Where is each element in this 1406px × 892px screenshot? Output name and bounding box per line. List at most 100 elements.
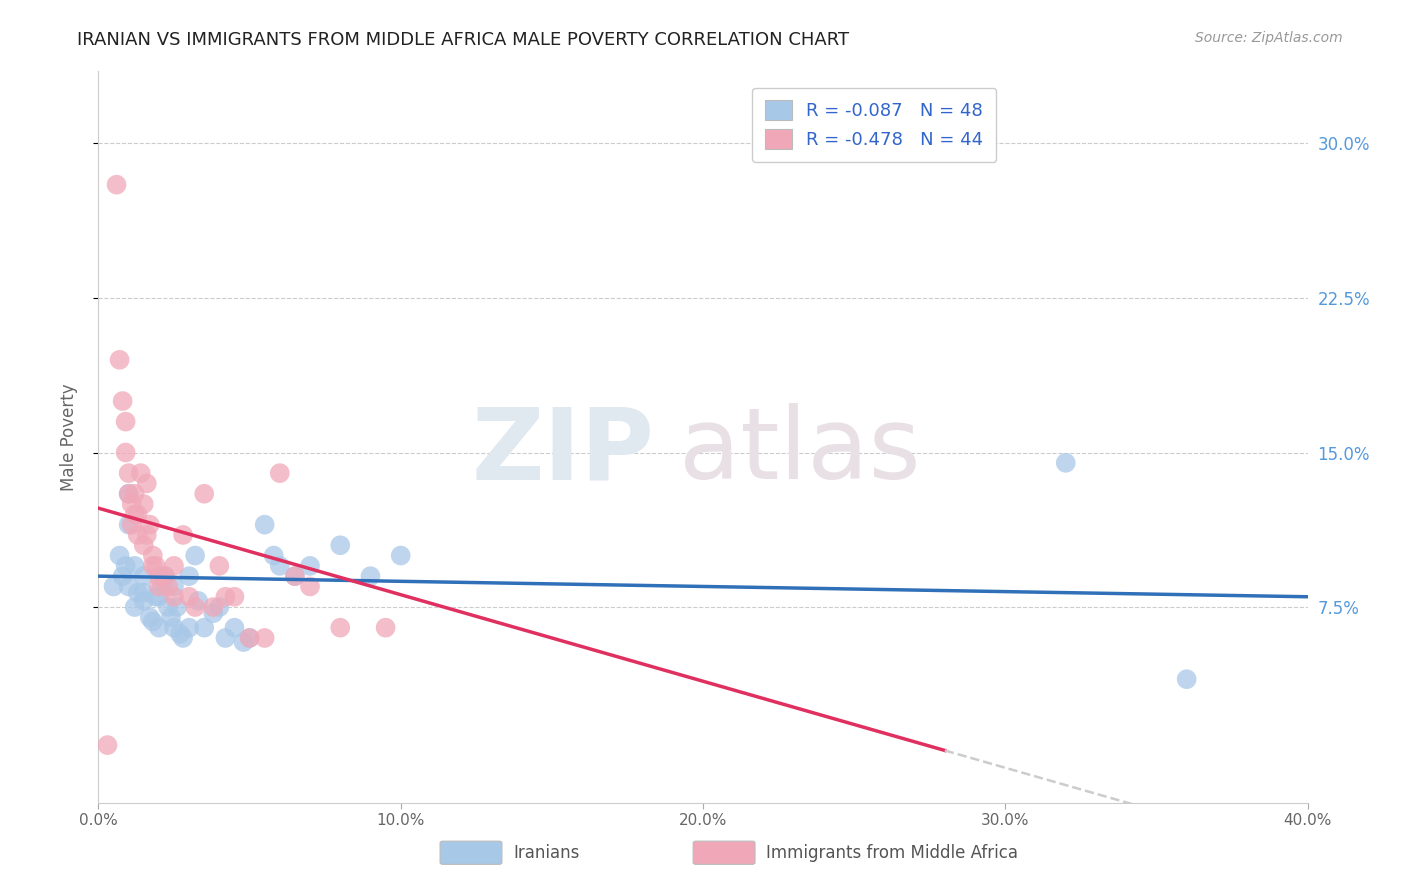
Point — [111, 569, 134, 583]
Point — [224, 621, 246, 635]
Point — [299, 558, 322, 573]
Point — [269, 558, 291, 573]
Point — [135, 476, 157, 491]
Point — [103, 579, 125, 593]
Point — [232, 635, 254, 649]
Text: Immigrants from Middle Africa: Immigrants from Middle Africa — [766, 844, 1018, 862]
Point — [193, 487, 215, 501]
Point — [105, 178, 128, 192]
Point — [118, 487, 141, 501]
Point — [153, 569, 176, 583]
Legend: R = -0.087   N = 48, R = -0.478   N = 44: R = -0.087 N = 48, R = -0.478 N = 44 — [752, 87, 997, 161]
Point — [163, 621, 186, 635]
Point — [153, 569, 176, 583]
Point — [284, 569, 307, 583]
Point — [132, 569, 155, 583]
Point — [142, 558, 165, 573]
Point — [202, 600, 225, 615]
Point — [329, 621, 352, 635]
Point — [172, 528, 194, 542]
Point — [135, 528, 157, 542]
Point — [253, 631, 276, 645]
Point — [124, 487, 146, 501]
Point — [127, 528, 149, 542]
Point — [118, 579, 141, 593]
Point — [121, 497, 143, 511]
Point — [127, 585, 149, 599]
Point — [193, 621, 215, 635]
Point — [253, 517, 276, 532]
Point — [148, 621, 170, 635]
Point — [124, 558, 146, 573]
Point — [208, 600, 231, 615]
Point — [114, 445, 136, 459]
Point — [132, 538, 155, 552]
Point — [1054, 456, 1077, 470]
Point — [111, 394, 134, 409]
Point — [1175, 672, 1198, 686]
Point — [118, 487, 141, 501]
Point — [132, 497, 155, 511]
Point — [163, 558, 186, 573]
Point — [145, 558, 167, 573]
Point — [239, 631, 262, 645]
Point — [121, 517, 143, 532]
Point — [208, 558, 231, 573]
Point — [129, 466, 152, 480]
Text: Source: ZipAtlas.com: Source: ZipAtlas.com — [1195, 31, 1343, 45]
Point — [224, 590, 246, 604]
Point — [139, 517, 162, 532]
Point — [184, 549, 207, 563]
Point — [329, 538, 352, 552]
Point — [166, 600, 188, 615]
Point — [150, 579, 173, 593]
Point — [269, 466, 291, 480]
Point — [108, 352, 131, 367]
Point — [202, 606, 225, 620]
Point — [127, 508, 149, 522]
Point — [148, 569, 170, 583]
Text: Iranians: Iranians — [513, 844, 579, 862]
Point — [148, 579, 170, 593]
Point — [156, 579, 179, 593]
Point — [389, 549, 412, 563]
Point — [374, 621, 396, 635]
Point — [179, 621, 201, 635]
Point — [263, 549, 285, 563]
Point — [214, 631, 236, 645]
Point — [118, 517, 141, 532]
Point — [114, 415, 136, 429]
Point — [160, 610, 183, 624]
Point — [163, 579, 186, 593]
Point — [108, 549, 131, 563]
Point — [142, 615, 165, 629]
Point — [118, 466, 141, 480]
Point — [145, 590, 167, 604]
Point — [179, 569, 201, 583]
Point — [187, 594, 209, 608]
Point — [172, 631, 194, 645]
Point — [142, 549, 165, 563]
Point — [124, 600, 146, 615]
Point — [360, 569, 382, 583]
Point — [163, 590, 186, 604]
Point — [299, 579, 322, 593]
Point — [214, 590, 236, 604]
Text: IRANIAN VS IMMIGRANTS FROM MIDDLE AFRICA MALE POVERTY CORRELATION CHART: IRANIAN VS IMMIGRANTS FROM MIDDLE AFRICA… — [77, 31, 849, 49]
Point — [124, 508, 146, 522]
Point — [284, 569, 307, 583]
Point — [132, 585, 155, 599]
Point — [148, 590, 170, 604]
Point — [169, 627, 191, 641]
Text: ZIP: ZIP — [472, 403, 655, 500]
Text: atlas: atlas — [679, 403, 921, 500]
Point — [114, 558, 136, 573]
Point — [96, 738, 118, 752]
Point — [239, 631, 262, 645]
Point — [184, 600, 207, 615]
Point — [156, 600, 179, 615]
Y-axis label: Male Poverty: Male Poverty — [59, 384, 77, 491]
Point — [139, 610, 162, 624]
Point — [132, 594, 155, 608]
Point — [179, 590, 201, 604]
